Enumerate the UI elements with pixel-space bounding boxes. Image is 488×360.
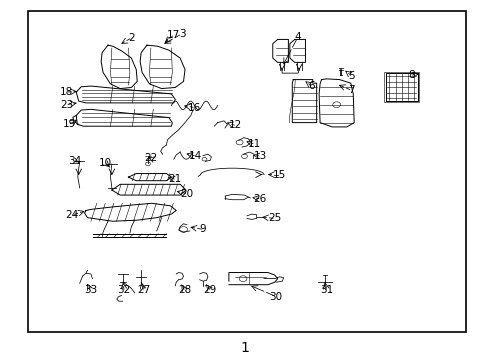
Text: 16: 16 [188, 103, 201, 113]
Bar [384, 72, 418, 102]
Text: 27: 27 [137, 285, 150, 295]
Text: 9: 9 [199, 225, 206, 234]
Text: 20: 20 [180, 189, 193, 199]
Text: 19: 19 [62, 120, 76, 129]
Text: 3: 3 [179, 29, 185, 39]
Text: 30: 30 [269, 292, 282, 302]
Text: 26: 26 [253, 194, 266, 204]
Text: 24: 24 [65, 210, 79, 220]
Text: 2: 2 [128, 33, 134, 43]
Text: 22: 22 [144, 153, 157, 163]
Text: 15: 15 [272, 170, 285, 180]
Text: 14: 14 [189, 151, 202, 161]
Bar [27, 12, 466, 332]
Text: 33: 33 [83, 285, 97, 295]
Text: 11: 11 [247, 139, 260, 149]
Text: 32: 32 [117, 285, 130, 295]
Text: 25: 25 [267, 213, 281, 223]
Text: 13: 13 [253, 151, 266, 161]
Text: 4: 4 [294, 32, 301, 41]
Text: 8: 8 [407, 70, 414, 80]
Text: 31: 31 [319, 285, 332, 295]
Text: 5: 5 [348, 71, 354, 81]
Text: 17: 17 [167, 30, 180, 40]
Text: 6: 6 [308, 81, 314, 91]
Text: 29: 29 [203, 285, 217, 295]
Text: 1: 1 [240, 341, 248, 355]
Text: 12: 12 [229, 121, 242, 130]
Text: 23: 23 [60, 100, 73, 110]
Text: 7: 7 [348, 85, 354, 95]
Text: 28: 28 [178, 285, 191, 295]
Text: 34: 34 [67, 156, 81, 166]
Text: 18: 18 [60, 87, 73, 97]
Text: 10: 10 [99, 158, 112, 168]
Text: 21: 21 [168, 174, 182, 184]
